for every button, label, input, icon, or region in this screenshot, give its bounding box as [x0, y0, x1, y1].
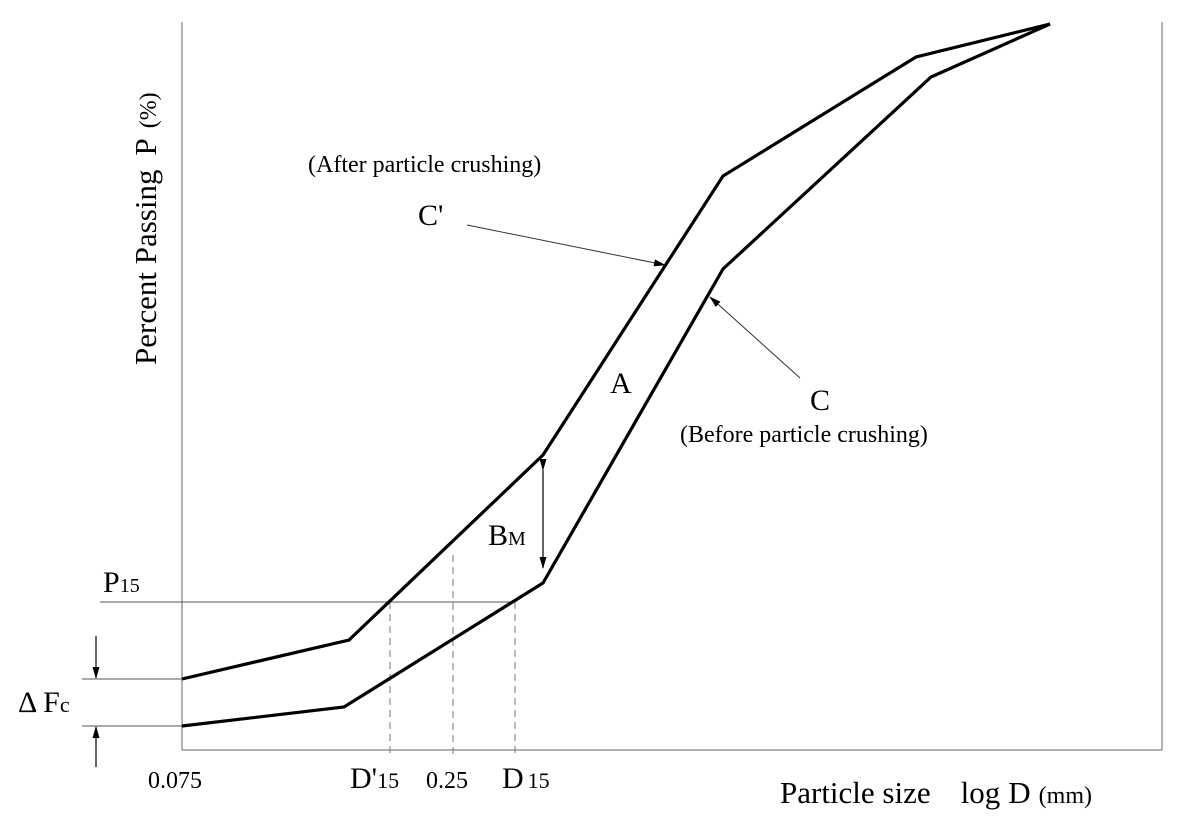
bm-label: BM — [488, 519, 526, 552]
c-prime-label: C' — [418, 199, 443, 232]
y-axis-label: Percent PassingP(%) — [128, 92, 163, 365]
tick-0075: 0.075 — [148, 768, 202, 794]
after-crushing-label: (After particle crushing) — [308, 152, 541, 178]
tick-d15-prime: D'15 — [350, 762, 399, 795]
c-prime-leader-line — [466, 224, 666, 267]
tick-d15: D 15 — [502, 762, 550, 795]
delta-fc-label: Δ Fc — [18, 686, 70, 719]
c-leader-line — [709, 296, 801, 379]
x-axis-label: Particle size log D (mm) — [780, 775, 1092, 810]
area-a-label: A — [610, 367, 632, 400]
curve-c-before-crushing — [181, 22, 1051, 728]
p15-label: P15 — [103, 566, 140, 599]
curve-c-prime-after-crushing — [181, 22, 1051, 681]
c-label: C — [810, 384, 830, 417]
before-crushing-label: (Before particle crushing) — [680, 422, 928, 448]
tick-025: 0.25 — [426, 768, 468, 794]
